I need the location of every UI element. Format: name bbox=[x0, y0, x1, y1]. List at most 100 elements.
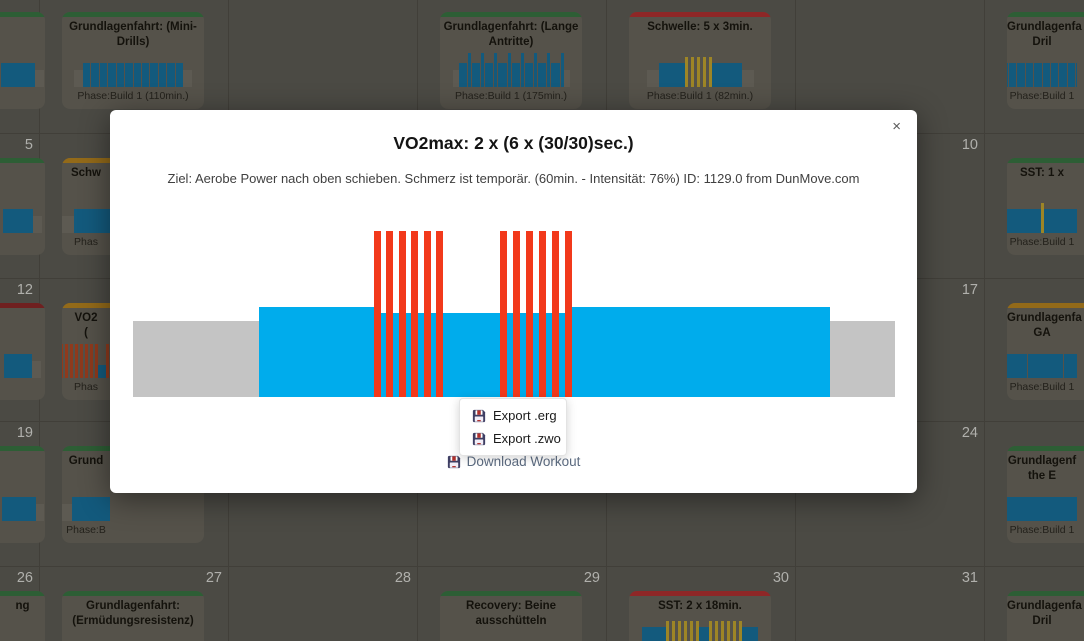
workout-mini-chart bbox=[0, 199, 45, 233]
close-icon[interactable]: × bbox=[892, 118, 901, 135]
workout-card[interactable] bbox=[0, 12, 45, 109]
workout-card[interactable]: Grundlagenfa GA Phase:Build 1 bbox=[1007, 303, 1084, 400]
workout-card[interactable]: Schwelle: 5 x 3min. Phase:Build 1 (82min.… bbox=[629, 12, 771, 109]
export-option[interactable]: Export .erg bbox=[460, 404, 566, 427]
mini-chart-bar bbox=[80, 344, 83, 378]
card-content: ng bbox=[0, 596, 45, 641]
profile-segment-rest bbox=[519, 313, 526, 397]
mini-chart-bar bbox=[95, 344, 98, 378]
workout-card-phase: Phase:Build 1 bbox=[1009, 524, 1075, 536]
mini-chart-bar bbox=[4, 354, 32, 378]
workout-card-title: Grundlagenfa Dril bbox=[1007, 20, 1082, 50]
mini-chart-bar bbox=[1064, 354, 1077, 378]
card-accent-bar bbox=[1007, 591, 1084, 596]
mini-chart-bar bbox=[547, 53, 551, 87]
workout-card[interactable]: SST: 1 x Phase:Build 1 bbox=[1007, 158, 1084, 255]
mini-chart-bar bbox=[91, 63, 99, 87]
mini-chart-bar bbox=[458, 63, 467, 87]
workout-card[interactable]: SST: 2 x 18min. bbox=[629, 591, 771, 641]
profile-segment-rest bbox=[381, 313, 387, 397]
day-number: 24 bbox=[961, 425, 978, 441]
workout-card-phase: Phase:B bbox=[66, 524, 106, 536]
mini-chart-bar bbox=[684, 621, 687, 641]
workout-card-title-line: SST: 2 x 18min. bbox=[658, 600, 742, 612]
mini-chart-bar bbox=[1007, 354, 1027, 378]
workout-title: VO2max: 2 x (6 x (30/30)sec.) bbox=[393, 133, 634, 153]
mini-chart-bar bbox=[83, 63, 91, 87]
workout-card[interactable]: Grundlagenfahrt: (Ermüdungsresistenz) bbox=[62, 591, 204, 641]
mini-chart-bar bbox=[1027, 354, 1064, 378]
download-workout-button[interactable]: Download Workout bbox=[110, 454, 917, 469]
floppy-disk-icon bbox=[447, 455, 461, 469]
card-content bbox=[0, 451, 45, 521]
workout-mini-chart bbox=[73, 632, 193, 641]
card-content: Grundlagenfa Dril bbox=[1007, 596, 1082, 641]
profile-segment-work bbox=[435, 231, 443, 397]
workout-card[interactable]: Grundlagenfahrt: (Mini- Drills) Phase:Buil… bbox=[62, 12, 204, 109]
workout-mini-chart bbox=[1007, 344, 1077, 378]
export-menu: Export .erg Export .zwo bbox=[459, 398, 567, 456]
mini-chart-bar bbox=[715, 621, 718, 641]
workout-card-title-line: Grundlagenfahrt: (Mini- bbox=[69, 21, 197, 33]
day-number: 30 bbox=[772, 570, 789, 586]
workout-card-title: Grundlagenfa GA bbox=[1007, 311, 1082, 341]
card-accent-bar bbox=[0, 303, 45, 308]
mini-chart-bar bbox=[690, 621, 693, 641]
workout-card[interactable] bbox=[0, 446, 45, 543]
workout-mini-chart bbox=[62, 199, 110, 233]
card-content: VO2 (Phas bbox=[62, 308, 110, 393]
workout-card[interactable]: Grundlagenfa Dril bbox=[1007, 591, 1084, 641]
card-accent-bar bbox=[0, 12, 45, 17]
download-workout-label: Download Workout bbox=[466, 454, 581, 469]
card-accent-bar bbox=[1007, 12, 1084, 17]
mini-chart-bar bbox=[1059, 63, 1067, 87]
mini-chart-bar bbox=[85, 344, 88, 378]
card-content: Grund Phase:B bbox=[62, 451, 110, 536]
export-option-label: Export .erg bbox=[493, 408, 557, 423]
profile-segment-rest bbox=[545, 313, 552, 397]
workout-card[interactable]: ng bbox=[0, 591, 45, 641]
workout-card[interactable]: Grundlagenf the E Phase:Build 1 bbox=[1007, 446, 1084, 543]
mini-chart-bar bbox=[108, 63, 116, 87]
day-number: 2 bbox=[751, 0, 789, 4]
mini-chart-bar bbox=[1008, 63, 1017, 87]
card-accent-bar bbox=[1007, 303, 1084, 308]
mini-chart-bar bbox=[563, 70, 570, 87]
workout-card-title: Recovery: Beine ausschütteln bbox=[440, 599, 582, 629]
day-number: 17 bbox=[961, 282, 978, 298]
mini-chart-bar bbox=[481, 53, 484, 87]
card-content: Grundlagenfahrt: (Lange Antritte) Phase:Bu… bbox=[440, 17, 582, 102]
workout-card-title-line: Schw bbox=[70, 167, 102, 179]
mini-chart-bar bbox=[99, 63, 108, 87]
mini-chart-bar bbox=[534, 53, 537, 87]
profile-segment-work bbox=[564, 231, 572, 397]
mini-chart-bar bbox=[733, 621, 736, 641]
workout-card[interactable]: Grundlagenfa Dril Phase:Build 1 bbox=[1007, 12, 1084, 109]
mini-chart-bar bbox=[511, 63, 520, 87]
profile-segment-work bbox=[398, 231, 406, 397]
workout-card-title-line: Grundlagenfa bbox=[1007, 600, 1082, 612]
mini-chart-bar bbox=[1007, 497, 1077, 521]
floppy-disk-icon bbox=[472, 409, 486, 423]
workout-mini-chart bbox=[451, 53, 571, 87]
workout-card[interactable]: Recovery: Beine ausschütteln bbox=[440, 591, 582, 641]
card-accent-bar bbox=[62, 591, 204, 596]
profile-segment-work bbox=[551, 231, 559, 397]
mini-chart-bar bbox=[35, 70, 44, 87]
mini-chart-bar bbox=[1034, 63, 1042, 87]
workout-mini-chart bbox=[640, 617, 760, 641]
profile-segment-rest bbox=[393, 313, 399, 397]
workout-card-title-line: (Ermüdungsresistenz) bbox=[72, 615, 194, 627]
card-content: Schw Phas bbox=[62, 163, 110, 248]
mini-chart-bar bbox=[646, 70, 659, 87]
workout-card[interactable]: Grundlagenfahrt: (Lange Antritte) Phase:Bu… bbox=[440, 12, 582, 109]
mini-chart-bar bbox=[90, 344, 93, 378]
workout-description: Ziel: Aerobe Power nach oben schieben. S… bbox=[167, 171, 860, 186]
mini-chart-bar bbox=[98, 365, 106, 378]
workout-card[interactable] bbox=[0, 303, 45, 400]
export-option[interactable]: Export .zwo bbox=[460, 427, 566, 450]
mini-chart-bar bbox=[696, 621, 699, 641]
workout-card-title-line: GA bbox=[1033, 327, 1051, 339]
workout-card[interactable] bbox=[0, 158, 45, 255]
